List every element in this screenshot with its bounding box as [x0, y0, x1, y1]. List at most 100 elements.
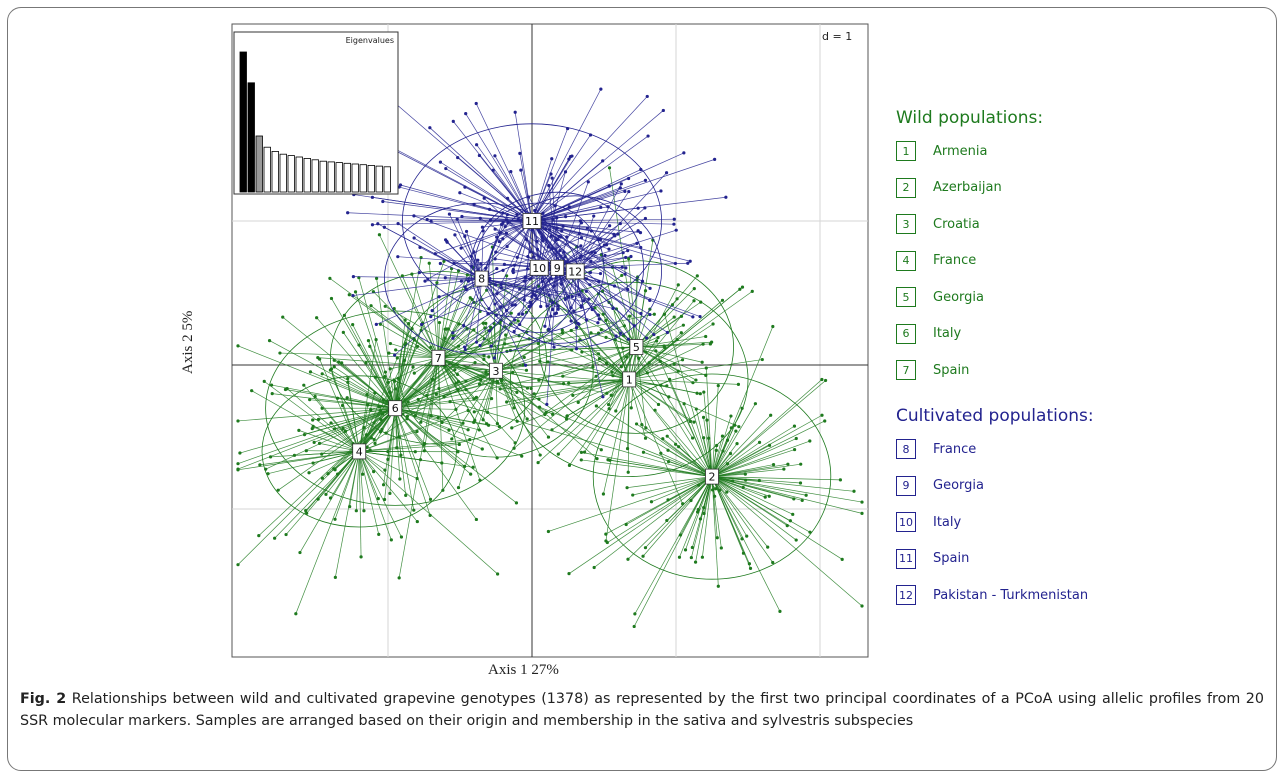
eigenvalue-bar: [327, 161, 335, 193]
sample-point: [487, 355, 491, 359]
sample-spoke: [495, 370, 567, 420]
sample-point: [608, 458, 612, 462]
sample-spoke: [629, 379, 691, 422]
sample-point: [396, 221, 400, 226]
sample-spoke: [628, 379, 716, 490]
centroid-box-3: [489, 362, 503, 379]
sample-point: [512, 329, 516, 334]
sample-point: [580, 350, 584, 354]
sample-spoke: [636, 346, 703, 363]
sample-spoke: [481, 214, 508, 279]
legend-wild-item-number: 4: [896, 250, 916, 271]
sample-point: [511, 370, 515, 374]
centroid-box-1: [622, 371, 637, 388]
legend-cultivated-item-9: 9 Georgia: [896, 475, 984, 497]
centroid-box-7: [431, 349, 446, 366]
sample-point: [297, 428, 301, 432]
sample-point: [840, 557, 844, 561]
sample-point: [236, 419, 240, 423]
sample-spoke: [711, 414, 771, 477]
sample-spoke: [562, 346, 637, 377]
sample-spoke: [636, 341, 712, 348]
sample-point: [517, 312, 521, 316]
sample-spoke: [495, 349, 572, 372]
sample-spoke: [264, 381, 360, 452]
sample-point: [273, 536, 277, 540]
sample-point: [441, 488, 445, 492]
sample-point: [516, 217, 520, 221]
sample-point: [572, 309, 576, 313]
sample-point: [724, 195, 728, 199]
sample-point: [672, 217, 676, 221]
sample-point: [561, 382, 566, 386]
sample-point: [412, 371, 416, 375]
sample-point: [665, 518, 669, 523]
sample-point: [489, 344, 493, 348]
sample-point: [744, 478, 748, 482]
sample-spoke: [438, 357, 444, 491]
sample-point: [359, 555, 363, 559]
sample-point: [398, 477, 402, 481]
eigenvalue-bar: [263, 146, 271, 193]
sample-point: [596, 321, 600, 325]
sample-spoke: [711, 476, 768, 548]
sample-point: [665, 434, 669, 438]
sample-spoke: [347, 382, 360, 452]
sample-spoke: [557, 229, 677, 269]
sample-spoke: [511, 379, 630, 429]
inertia-ellipse-9: [470, 191, 645, 344]
sample-point: [599, 237, 603, 242]
centroid-label-4: 4: [356, 445, 363, 458]
sample-point: [425, 217, 429, 222]
sample-point: [374, 322, 378, 327]
sample-spoke: [629, 379, 739, 385]
sample-point: [607, 184, 611, 188]
sample-point: [599, 87, 603, 91]
sample-point: [482, 353, 486, 358]
sample-point: [620, 273, 624, 278]
sample-point: [413, 450, 417, 454]
sample-point: [537, 378, 541, 382]
sample-point: [665, 384, 669, 388]
sample-point: [588, 283, 592, 287]
sample-point: [794, 538, 798, 542]
sample-point: [536, 460, 540, 465]
sample-point: [504, 333, 508, 337]
legend-wild-item-label: Georgia: [933, 289, 984, 305]
sample-spoke: [574, 271, 577, 349]
sample-point: [372, 470, 376, 474]
sample-spoke: [711, 449, 795, 477]
sample-point: [633, 612, 637, 616]
sample-point: [626, 557, 630, 561]
sample-point: [623, 272, 627, 276]
sample-point: [604, 532, 608, 536]
sample-point: [509, 311, 513, 315]
sample-point: [694, 407, 698, 411]
sample-spoke: [438, 357, 553, 415]
sample-point: [429, 219, 433, 223]
sample-spoke: [438, 356, 489, 359]
sample-spoke: [519, 153, 533, 222]
sample-point: [348, 504, 352, 509]
sample-spoke: [428, 263, 439, 358]
sample-spoke: [581, 452, 713, 477]
sample-point: [557, 234, 561, 238]
sample-point: [704, 334, 708, 339]
sample-point: [659, 189, 663, 193]
sample-point: [320, 406, 324, 410]
sample-point: [579, 305, 583, 309]
sample-spoke: [711, 326, 774, 477]
sample-spoke: [531, 159, 715, 222]
sample-point: [692, 420, 696, 424]
sample-spoke: [495, 370, 498, 424]
sample-point: [520, 312, 525, 316]
sample-spoke: [286, 388, 360, 452]
legend-cultivated-item-8: 8 France: [896, 438, 976, 460]
sample-point: [609, 393, 613, 397]
sample-spoke: [531, 218, 675, 222]
sample-point: [437, 295, 441, 299]
legend-wild-item-number: 1: [896, 141, 916, 161]
sample-point: [553, 312, 557, 316]
sample-point: [704, 366, 708, 370]
eigenvalue-bar: [319, 160, 327, 193]
